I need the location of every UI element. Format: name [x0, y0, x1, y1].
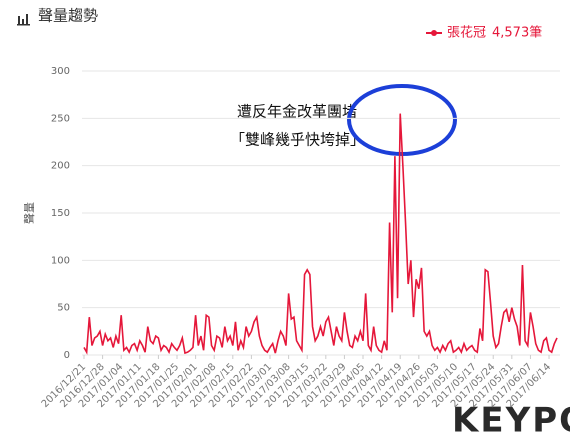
y-tick-label: 100: [51, 255, 70, 266]
legend-total: 4,573筆: [492, 26, 542, 41]
annotation: 「雙峰幾乎快垮掉」: [230, 131, 365, 149]
y-tick-label: 150: [51, 208, 70, 219]
chart-icon: [17, 14, 30, 26]
logo: KEYPO: [452, 401, 570, 441]
y-tick-label: 250: [51, 113, 70, 124]
y-tick-label: 0: [64, 350, 70, 361]
annotation: 遭反年金改革團堵: [237, 103, 357, 121]
y-tick-label: 50: [57, 303, 70, 314]
y-axis-label: 聲量: [22, 202, 36, 224]
data-line: [83, 113, 558, 355]
y-tick-label: 300: [51, 66, 70, 77]
legend-marker: [431, 30, 437, 36]
chart-title: 聲量趨勢: [38, 7, 98, 25]
y-tick-label: 200: [51, 161, 70, 172]
legend-label: 張花冠: [447, 25, 486, 41]
